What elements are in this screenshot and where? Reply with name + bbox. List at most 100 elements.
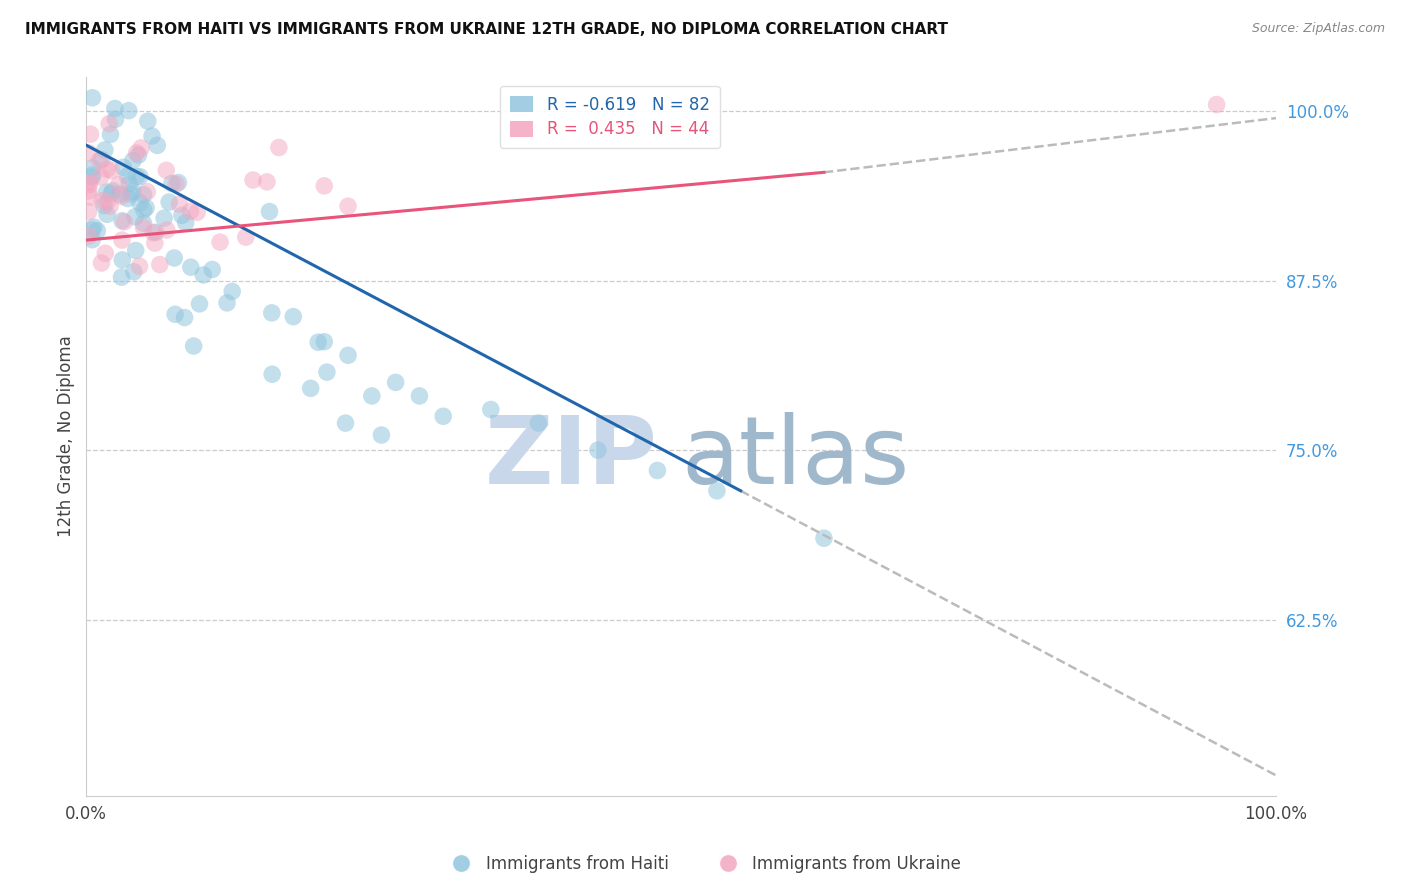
Point [299, 381, 322, 395]
Legend: R = -0.619   N = 82, R =  0.435   N = 44: R = -0.619 N = 82, R = 0.435 N = 44 [501, 86, 720, 148]
Point [107, 178, 129, 192]
Point [314, 178, 336, 193]
Point [82, 91, 104, 105]
Point [112, 161, 135, 175]
Point [125, 169, 148, 184]
Point [360, 389, 382, 403]
Point [121, 185, 143, 199]
Point [242, 173, 264, 187]
Text: Source: ZipAtlas.com: Source: ZipAtlas.com [1251, 22, 1385, 36]
Point [100, 186, 122, 201]
Point [337, 348, 360, 362]
Point [283, 310, 305, 324]
Point [314, 334, 336, 349]
Point [262, 368, 284, 382]
Point [370, 428, 392, 442]
Point [813, 531, 835, 545]
Point [155, 163, 177, 178]
Point [173, 310, 195, 325]
Point [100, 128, 122, 142]
Point [122, 265, 145, 279]
Point [267, 140, 290, 154]
Point [136, 185, 159, 199]
Point [104, 102, 127, 116]
Point [90, 153, 112, 167]
Point [136, 114, 159, 128]
Point [179, 204, 201, 219]
Point [141, 129, 163, 144]
Point [132, 216, 155, 230]
Text: IMMIGRANTS FROM HAITI VS IMMIGRANTS FROM UKRAINE 12TH GRADE, NO DIPLOMA CORRELAT: IMMIGRANTS FROM HAITI VS IMMIGRANTS FROM… [25, 22, 948, 37]
Text: ZIP: ZIP [485, 412, 658, 504]
Point [170, 208, 193, 222]
Point [118, 177, 141, 191]
Point [111, 252, 134, 267]
Point [479, 402, 502, 417]
Point [135, 201, 157, 215]
Point [98, 199, 121, 213]
Point [108, 187, 131, 202]
Point [235, 230, 257, 244]
Point [307, 335, 329, 350]
Point [82, 169, 104, 184]
Point [169, 197, 191, 211]
Point [160, 177, 183, 191]
Point [335, 416, 357, 430]
Point [1205, 97, 1227, 112]
Point [527, 416, 550, 430]
Point [77, 229, 100, 244]
Point [132, 202, 155, 217]
Point [101, 184, 124, 198]
Point [188, 297, 211, 311]
Point [86, 224, 108, 238]
Point [408, 389, 430, 403]
Point [96, 185, 118, 199]
Point [90, 169, 112, 184]
Point [89, 153, 111, 168]
Point [124, 210, 146, 224]
Point [316, 365, 339, 379]
Point [153, 211, 176, 226]
Point [337, 199, 360, 213]
Point [165, 307, 187, 321]
Point [90, 256, 112, 270]
Point [94, 246, 117, 260]
Text: atlas: atlas [681, 412, 910, 504]
Point [193, 268, 215, 282]
Point [111, 233, 134, 247]
Point [93, 198, 115, 212]
Point [706, 483, 728, 498]
Point [145, 225, 167, 239]
Point [98, 117, 121, 131]
Point [82, 168, 104, 182]
Point [110, 270, 132, 285]
Point [77, 204, 100, 219]
Point [79, 178, 101, 192]
Point [117, 192, 139, 206]
Point [209, 235, 232, 249]
Point [104, 112, 127, 127]
Point [96, 162, 118, 177]
Point [82, 161, 104, 175]
Point [77, 176, 100, 190]
Point [647, 463, 669, 477]
Point [96, 207, 118, 221]
Point [201, 262, 224, 277]
Point [125, 244, 148, 258]
Point [163, 251, 186, 265]
Point [260, 306, 283, 320]
Point [129, 195, 152, 210]
Point [128, 260, 150, 274]
Point [77, 146, 100, 161]
Point [83, 220, 105, 235]
Point [384, 376, 406, 390]
Point [132, 220, 155, 235]
Point [82, 223, 104, 237]
Point [118, 103, 141, 118]
Point [94, 143, 117, 157]
Point [91, 194, 114, 208]
Point [79, 190, 101, 204]
Point [129, 141, 152, 155]
Point [100, 163, 122, 178]
Point [142, 226, 165, 240]
